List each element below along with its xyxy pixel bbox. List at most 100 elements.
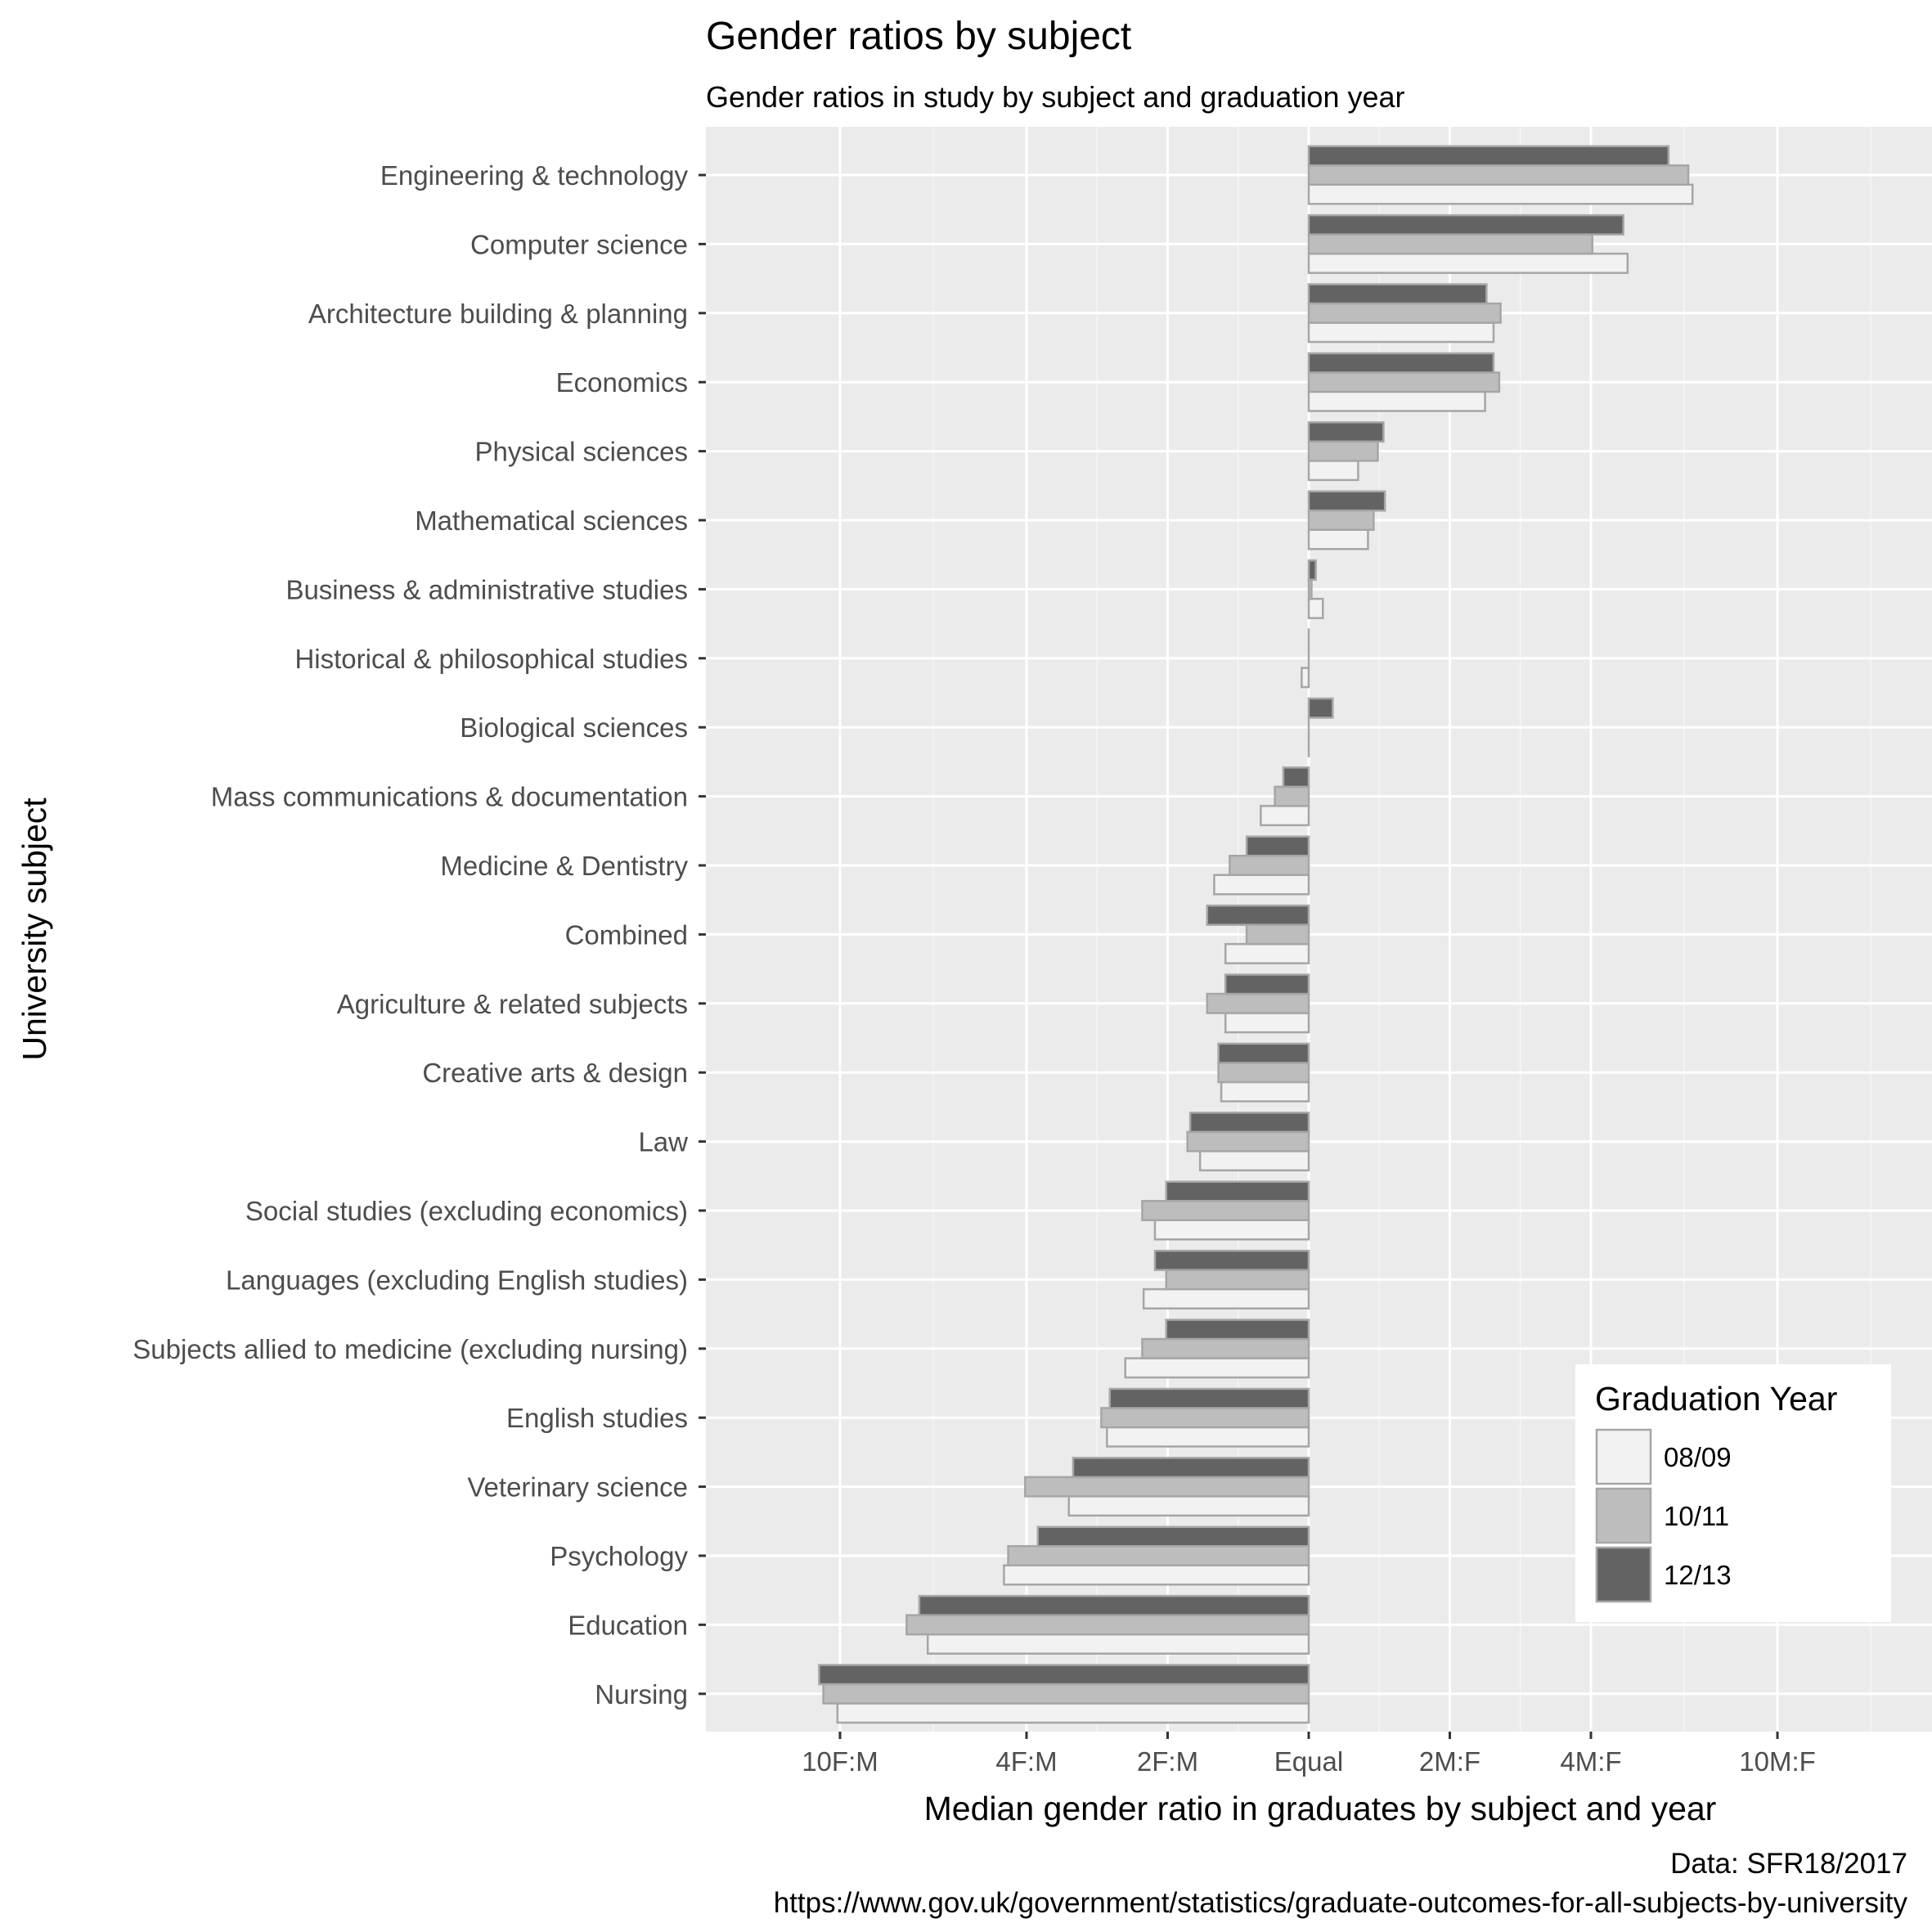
- y-tick-label: Law: [638, 1127, 688, 1157]
- bar-08-09: [1307, 528, 1369, 550]
- y-axis: Engineering & technology Computer science…: [133, 160, 706, 1710]
- bar-12-13: [818, 1664, 1310, 1686]
- bar-08-09: [1307, 321, 1495, 344]
- y-tick-label: Business & administrative studies: [285, 574, 688, 604]
- y-tick-label: Education: [568, 1610, 688, 1640]
- bar-12-13: [1282, 766, 1310, 789]
- bar-08-09: [1220, 1081, 1310, 1103]
- chart-subtitle: Gender ratios in study by subject and gr…: [706, 80, 1405, 114]
- bar-12-13: [1036, 1525, 1310, 1548]
- bar-12-13: [1307, 421, 1385, 443]
- y-tick-label: Mathematical sciences: [415, 505, 688, 536]
- y-tick-label: Social studies (excluding economics): [245, 1196, 688, 1226]
- bar-08-09: [1153, 1219, 1310, 1241]
- y-tick-label: Veterinary science: [467, 1472, 688, 1503]
- bar-12-13: [1307, 145, 1670, 167]
- x-tick-label: 4M:F: [1560, 1746, 1621, 1777]
- bar-12-13: [1307, 490, 1386, 512]
- x-tick-label: 2F:M: [1137, 1746, 1198, 1777]
- bar-10-11: [822, 1683, 1310, 1705]
- bar-10-11: [1165, 1269, 1310, 1291]
- y-tick-label: Psychology: [550, 1541, 688, 1571]
- y-tick-label: English studies: [506, 1403, 688, 1433]
- bar-12-13: [1307, 352, 1495, 374]
- x-axis: 10F:M 4F:M 2F:M Equal 2M:F 4M:F 10M:F: [802, 1732, 1816, 1777]
- bar-10-11: [1307, 371, 1501, 393]
- bar-10-11: [1186, 1130, 1310, 1152]
- bar-10-11: [1307, 302, 1502, 324]
- chart-title: Gender ratios by subject: [706, 15, 1131, 58]
- bar-08-09: [1307, 252, 1629, 274]
- y-tick-label: Historical & philosophical studies: [294, 644, 688, 674]
- bar-10-11: [1024, 1476, 1310, 1498]
- legend: Graduation Year 08/09 10/11 12/13: [1575, 1364, 1891, 1622]
- x-axis-title: Median gender ratio in graduates by subj…: [924, 1790, 1717, 1827]
- bar-10-11: [905, 1614, 1310, 1636]
- caption-url: https://www.gov.uk/government/statistics…: [774, 1887, 1908, 1919]
- bar-12-13: [1108, 1387, 1310, 1409]
- bar-08-09: [1224, 942, 1310, 964]
- legend-label: 10/11: [1664, 1501, 1729, 1531]
- bar-12-13: [1307, 559, 1317, 581]
- legend-swatch: [1595, 1546, 1652, 1603]
- bar-10-11: [1141, 1337, 1310, 1359]
- bar-08-09: [1224, 1012, 1310, 1034]
- bar-10-11: [1307, 164, 1690, 186]
- legend-swatch: [1595, 1428, 1652, 1485]
- x-tick-label: Equal: [1274, 1746, 1343, 1777]
- legend-label: 08/09: [1664, 1442, 1732, 1472]
- bar-12-13: [1224, 973, 1310, 995]
- bars: [818, 145, 1694, 1724]
- y-axis-title: University subject: [16, 798, 53, 1061]
- bar-12-13: [1206, 904, 1310, 926]
- bar-12-13: [1307, 213, 1624, 236]
- y-tick-label: Nursing: [595, 1679, 688, 1710]
- bar-12-13: [1245, 835, 1310, 857]
- y-tick-label: Languages (excluding English studies): [226, 1265, 688, 1295]
- bar-08-09: [1124, 1357, 1310, 1379]
- bar-12-13: [918, 1594, 1310, 1616]
- bar-10-11: [1217, 1062, 1310, 1084]
- y-tick-label: Medicine & Dentistry: [440, 851, 688, 881]
- bar-10-11: [1206, 992, 1310, 1014]
- y-tick-label: Physical sciences: [475, 437, 688, 467]
- bar-12-13: [1165, 1180, 1310, 1202]
- x-tick-label: 2M:F: [1419, 1746, 1480, 1777]
- legend-items: 08/09 10/11 12/13: [1595, 1428, 1732, 1603]
- bar-10-11: [1229, 855, 1310, 876]
- bar-10-11: [1274, 785, 1310, 807]
- bar-12-13: [1153, 1249, 1310, 1271]
- bar-12-13: [1307, 697, 1334, 719]
- bar-08-09: [1067, 1495, 1310, 1517]
- bar-12-13: [1072, 1457, 1310, 1479]
- y-tick-label: Agriculture & related subjects: [337, 989, 688, 1019]
- bar-12-13: [1188, 1112, 1310, 1134]
- bar-10-11: [1307, 440, 1379, 462]
- y-tick-label: Engineering & technology: [380, 160, 689, 191]
- bar-08-09: [1260, 805, 1310, 827]
- bar-08-09: [1301, 667, 1310, 689]
- legend-label: 12/13: [1664, 1560, 1732, 1590]
- bar-12-13: [1217, 1042, 1310, 1064]
- bar-12-13: [1165, 1319, 1310, 1341]
- bar-10-11: [1307, 233, 1593, 255]
- y-tick-label: Economics: [556, 367, 688, 398]
- x-tick-label: 10F:M: [802, 1746, 878, 1777]
- legend-swatch: [1595, 1487, 1652, 1544]
- bar-12-13: [1307, 283, 1488, 305]
- bar-08-09: [1307, 390, 1486, 412]
- bar-08-09: [1307, 183, 1694, 205]
- bar-10-11: [1307, 510, 1375, 531]
- bar-10-11: [1100, 1407, 1310, 1429]
- y-tick-label: Creative arts & design: [422, 1058, 688, 1088]
- bar-10-11: [1307, 578, 1313, 600]
- y-tick-label: Computer science: [470, 229, 688, 259]
- bar-10-11: [1007, 1545, 1310, 1566]
- x-tick-label: 10M:F: [1739, 1746, 1816, 1777]
- legend-title: Graduation Year: [1595, 1380, 1837, 1418]
- y-tick-label: Biological sciences: [460, 712, 688, 743]
- caption-source: Data: SFR18/2017: [1670, 1848, 1907, 1880]
- y-tick-label: Subjects allied to medicine (excluding n…: [133, 1334, 688, 1364]
- bar-08-09: [836, 1702, 1310, 1724]
